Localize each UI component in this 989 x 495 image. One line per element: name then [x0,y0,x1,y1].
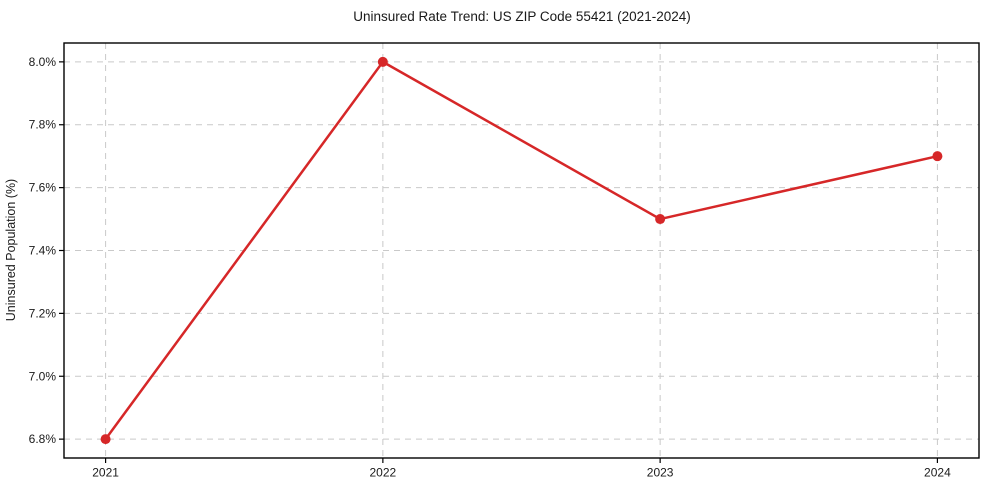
data-point-marker [377,56,388,67]
data-line [104,60,939,441]
chart-title: Uninsured Rate Trend: US ZIP Code 55421 … [353,9,690,24]
y-tick-label: 8.0% [29,55,57,69]
data-point-marker [100,434,111,445]
y-tick-label: 7.2% [29,306,57,320]
x-tick-label: 2021 [92,466,119,480]
x-tick-label: 2023 [647,466,674,480]
y-tick-label: 7.8% [29,118,57,132]
y-tick-label: 6.8% [29,432,57,446]
x-tick-label: 2022 [370,466,397,480]
plot-area: 2021 2022 2023 2024 6.8% 7.0% 7.2% 7.4% 7.6% 7.8%… [29,42,980,480]
data-point-marker [932,151,943,162]
y-tick-label: 7.4% [29,244,57,258]
y-tick-label: 7.6% [29,181,57,195]
y-axis-label: Uninsured Population (%) [4,179,18,321]
x-tick-label: 2024 [924,466,951,480]
data-point-marker [655,214,666,225]
y-tick-label: 7.0% [29,369,57,383]
